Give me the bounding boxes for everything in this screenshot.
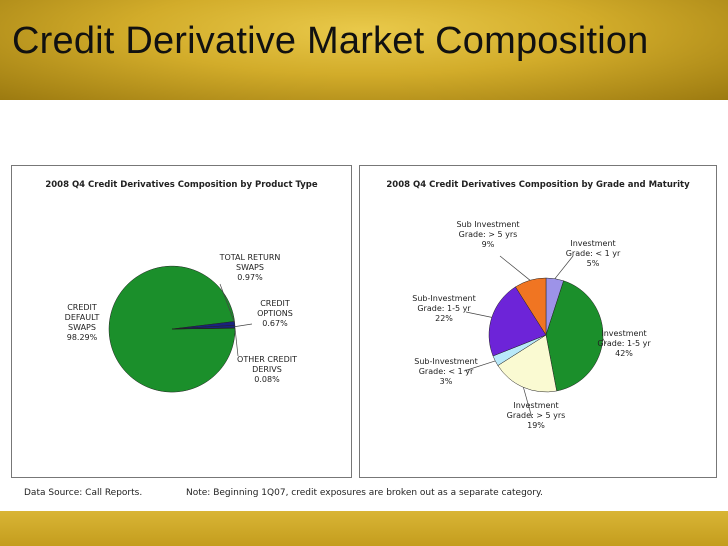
slice-label-line: Grade: > 5 yrs: [459, 230, 518, 239]
slice-label-line: DEFAULT: [65, 313, 100, 322]
slice-label-line: Investment: [601, 329, 646, 338]
slice-label-line: 42%: [615, 349, 633, 358]
leader-line: [499, 255, 531, 281]
product-type-panel: 2008 Q4 Credit Derivatives Composition b…: [11, 165, 352, 478]
slice-label-line: 98.29%: [67, 333, 98, 342]
slice-label-line: 22%: [435, 314, 453, 323]
pie-slice-investment-grade-1-5-yr: [545, 280, 604, 392]
slice-label-line: Sub Investment: [456, 220, 519, 229]
slice-label-line: Investment: [513, 401, 558, 410]
slice-label-line: 3%: [440, 377, 453, 386]
grade-maturity-panel: 2008 Q4 Credit Derivatives Composition b…: [359, 165, 717, 478]
leader-line: [219, 283, 236, 324]
leader-line: [234, 328, 239, 357]
slice-label-line: Grade: 1-5 yr: [597, 339, 651, 348]
slice-label-line: DERIVS: [252, 365, 282, 374]
slice-label-line: CREDIT: [260, 299, 290, 308]
slice-label-line: Sub-Investment: [412, 294, 475, 303]
slice-label-line: Investment: [570, 239, 615, 248]
slice-label-line: OTHER CREDIT: [237, 355, 297, 364]
slice-label-line: Grade: < 1 yr: [419, 367, 474, 376]
slice-label-line: 5%: [587, 259, 600, 268]
leader-line: [234, 323, 253, 327]
title-bar: Credit Derivative Market Composition: [0, 0, 728, 100]
slice-label-line: 19%: [527, 421, 545, 430]
chart-title: 2008 Q4 Credit Derivatives Composition b…: [45, 180, 318, 190]
leader-line: [554, 255, 574, 279]
slice-label-line: Sub-Investment: [414, 357, 477, 366]
slice-label-line: OPTIONS: [257, 309, 293, 318]
chart-title: 2008 Q4 Credit Derivatives Composition b…: [386, 180, 690, 190]
bottom-strip: [0, 511, 728, 546]
leader-line: [465, 311, 492, 318]
footnote: Note: Beginning 1Q07, credit exposures a…: [186, 488, 543, 498]
leader-line: [523, 387, 533, 419]
slice-label-line: TOTAL RETURN: [219, 253, 281, 262]
slice-label-line: 0.67%: [262, 319, 288, 328]
slice-label-line: 9%: [482, 240, 495, 249]
slice-label-line: Grade: > 5 yrs: [507, 411, 566, 420]
slice-label-line: Grade: 1-5 yr: [417, 304, 471, 313]
slice-label-line: SWAPS: [68, 323, 96, 332]
slice-label-line: CREDIT: [67, 303, 97, 312]
slice-label-line: SWAPS: [236, 263, 264, 272]
slice-label-line: 0.08%: [254, 375, 280, 384]
pie-slice-investment-grade-5-yrs: [497, 334, 557, 393]
slice-label-line: 0.97%: [237, 273, 263, 282]
data-source-note: Data Source: Call Reports.: [24, 488, 143, 498]
slide-title: Credit Derivative Market Composition: [12, 20, 649, 62]
slice-label-line: Grade: < 1 yr: [566, 249, 621, 258]
pie-slice-sub-investment-grade-1-5-yr: [488, 286, 547, 357]
leader-line: [602, 338, 607, 345]
leader-line: [463, 360, 496, 372]
